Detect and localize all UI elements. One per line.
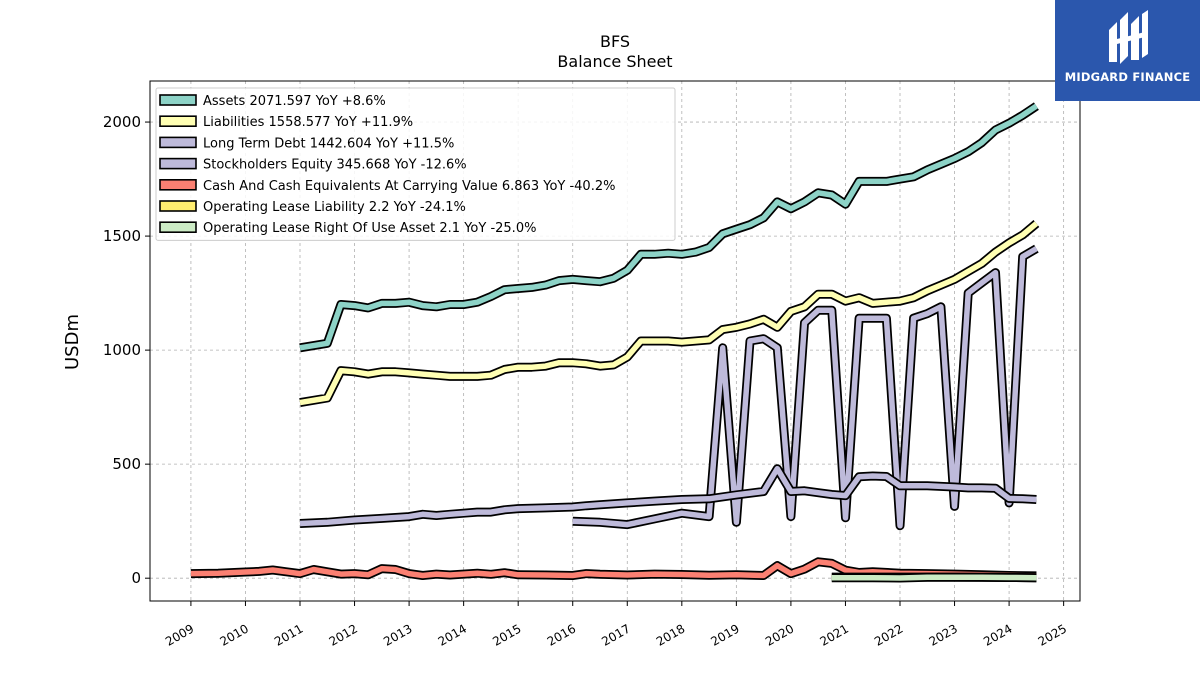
y-axis-ticks: 0 500 1000 1500 2000 <box>103 113 150 587</box>
x-tick-label: 2023 <box>927 621 960 648</box>
plot-frame <box>149 80 1081 602</box>
series-4 <box>190 557 1037 581</box>
x-tick-label: 2025 <box>1036 621 1069 648</box>
x-tick-label: 2020 <box>763 621 796 648</box>
x-tick-label: 2012 <box>327 621 360 648</box>
x-tick-label: 2016 <box>545 621 578 648</box>
legend-label: Stockholders Equity 345.668 YoY -12.6% <box>203 158 467 173</box>
legend: Assets 2071.597 YoY +8.6% Liabilities 155… <box>155 87 676 241</box>
logo-text: MIDGARD FINANCE <box>1064 70 1191 84</box>
y-tick-label: 1000 <box>103 341 141 359</box>
series-2 <box>572 244 1039 531</box>
series-line <box>831 574 1037 581</box>
x-tick-label: 2019 <box>708 621 741 648</box>
chart-subtitle: Balance Sheet <box>557 52 672 71</box>
series-line <box>299 221 1039 406</box>
chart-title: BFS <box>600 32 630 51</box>
x-tick-label: 2009 <box>163 621 196 648</box>
legend-swatch <box>159 94 197 106</box>
series-line <box>572 246 1038 529</box>
legend-swatch <box>159 157 197 170</box>
series-line <box>299 103 1038 351</box>
x-tick-label: 2011 <box>272 621 305 648</box>
legend-label: Operating Lease Liability 2.2 YoY -24.1% <box>203 200 466 215</box>
x-axis-ticks: 2009 2010 2011 2012 2013 2014 2015 2016 2017 2018… <box>163 601 1069 649</box>
series-line <box>299 465 1037 527</box>
legend-box <box>155 87 676 241</box>
y-axis-label: USDm <box>62 314 83 370</box>
legend-label: Long Term Debt 1442.604 YoY +11.5% <box>203 136 454 151</box>
legend-swatch <box>159 221 197 233</box>
x-tick-label: 2021 <box>818 621 851 648</box>
series-0 <box>299 102 1039 353</box>
series-lines <box>190 102 1040 583</box>
series-3 <box>299 464 1037 528</box>
series-1 <box>299 220 1040 408</box>
legend-swatch <box>159 179 197 191</box>
legend-swatch <box>159 115 197 127</box>
x-tick-label: 2022 <box>872 621 905 648</box>
legend-label: Cash And Cash Equivalents At Carrying Va… <box>203 179 615 194</box>
x-tick-label: 2018 <box>654 621 687 648</box>
x-tick-label: 2024 <box>981 621 1014 648</box>
x-tick-label: 2015 <box>490 621 523 648</box>
y-tick-label: 500 <box>112 455 141 473</box>
legend-label: Operating Lease Right Of Use Asset 2.1 Y… <box>203 221 536 236</box>
y-tick-label: 2000 <box>103 113 141 131</box>
series-line <box>190 559 1037 579</box>
legend-swatch <box>159 136 197 149</box>
brand-logo: MIDGARD FINANCE <box>1055 0 1200 101</box>
x-tick-label: 2017 <box>599 621 632 648</box>
legend-label: Liabilities 1558.577 YoY +11.9% <box>203 115 413 130</box>
x-tick-label: 2013 <box>381 621 414 648</box>
legend-swatch <box>159 200 197 212</box>
legend-label: Assets 2071.597 YoY +8.6% <box>203 94 386 109</box>
y-tick-label: 0 <box>131 569 141 587</box>
series-6 <box>831 572 1037 583</box>
logo-mark-icon <box>1109 10 1148 64</box>
y-tick-label: 1500 <box>103 227 141 245</box>
x-tick-label: 2014 <box>436 621 469 648</box>
x-tick-label: 2010 <box>218 621 251 648</box>
